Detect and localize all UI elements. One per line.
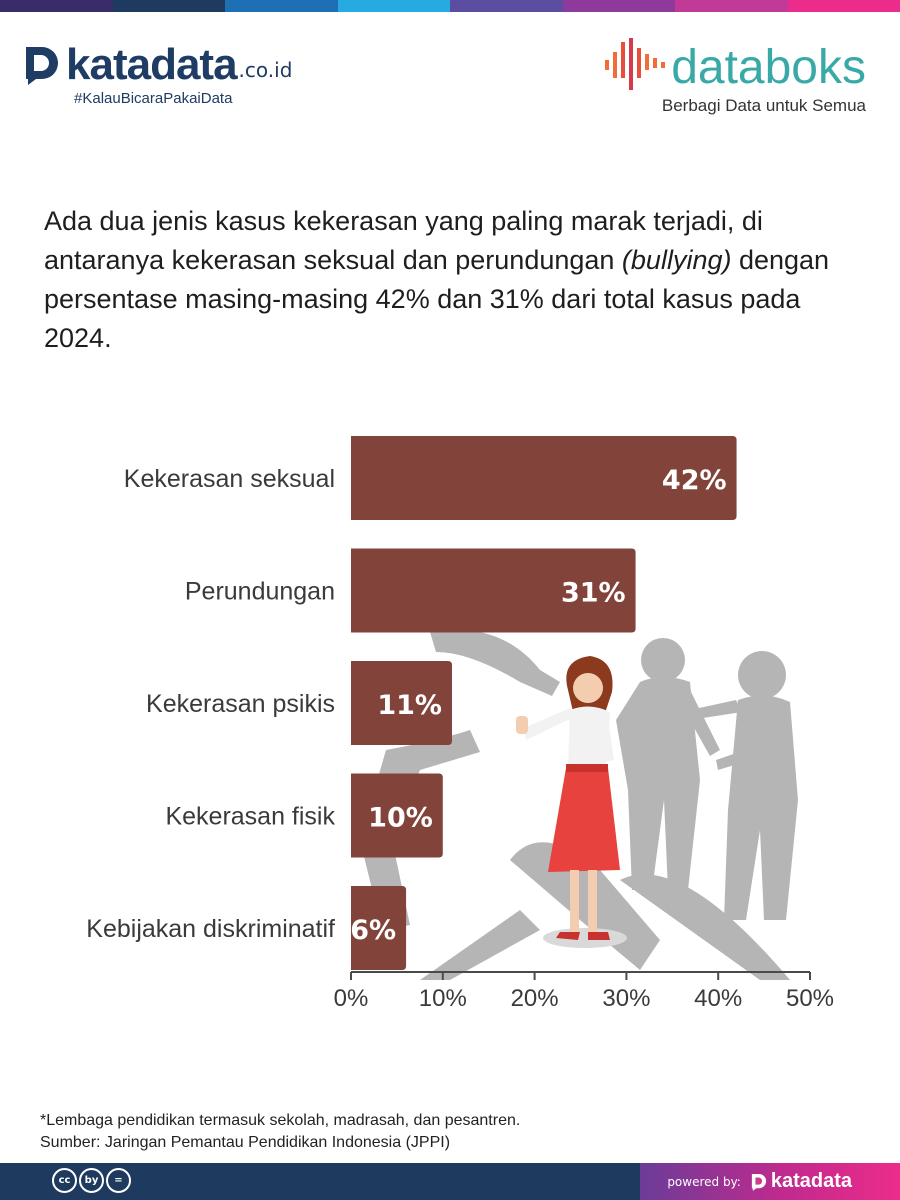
databoks-bars-icon bbox=[605, 38, 666, 90]
license-icons: cc by = bbox=[52, 1168, 131, 1193]
footnote: *Lembaga pendidikan termasuk sekolah, ma… bbox=[40, 1110, 860, 1154]
powered-by-label: powered by: bbox=[667, 1174, 741, 1189]
footer-bar: cc by = powered by: katadata bbox=[0, 1163, 900, 1200]
top-bar-segment bbox=[562, 0, 675, 12]
x-tick-label: 20% bbox=[511, 985, 559, 1012]
bar bbox=[351, 548, 636, 633]
katadata-logo: katadata .co.id #KalauBicaraPakaiData bbox=[24, 40, 292, 107]
headline: Ada dua jenis kasus kekerasan yang palin… bbox=[44, 202, 864, 358]
source-citation: Sumber: Jaringan Pemantau Pendidikan Ind… bbox=[40, 1134, 451, 1151]
bar bbox=[351, 436, 737, 520]
top-bar-segment bbox=[0, 0, 113, 12]
x-tick-label: 0% bbox=[334, 985, 369, 1012]
category-label: Kekerasan seksual bbox=[124, 465, 335, 493]
top-bar-segment bbox=[450, 0, 563, 12]
top-bar-segment bbox=[225, 0, 338, 12]
attribution-icon: by bbox=[79, 1168, 104, 1193]
bullying-illustration: Kekerasan seksual 42% Perundungan 31% Kekera… bbox=[86, 436, 834, 1012]
bar-value-label: 31% bbox=[561, 578, 626, 609]
x-tick-label: 10% bbox=[419, 985, 467, 1012]
category-label: Kekerasan psikis bbox=[146, 690, 335, 718]
databoks-tagline: Berbagi Data untuk Semua bbox=[661, 96, 866, 115]
bar-value-label: 11% bbox=[377, 690, 442, 721]
bar-chart: Kekerasan seksual 42% Perundungan 31% Kekera… bbox=[0, 420, 900, 1040]
top-bar-segment bbox=[675, 0, 788, 12]
headline-text-2: dengan persentase masing-masing 42% dan … bbox=[44, 245, 830, 353]
bar-value-label: 42% bbox=[662, 465, 727, 496]
top-bar-segment bbox=[337, 0, 450, 12]
x-tick-label: 40% bbox=[694, 985, 742, 1012]
no-derivatives-icon: = bbox=[106, 1168, 131, 1193]
headline-italic: (bullying) bbox=[621, 245, 732, 275]
cc-icon: cc bbox=[52, 1168, 77, 1193]
katadata-d-icon bbox=[751, 1173, 766, 1191]
databoks-wordmark: databoks bbox=[671, 41, 866, 94]
bar bbox=[351, 886, 407, 970]
bar-value-label: 6% bbox=[350, 915, 396, 946]
x-tick-label: 50% bbox=[786, 985, 834, 1012]
bar-value-label: 10% bbox=[368, 803, 433, 834]
footnote-note: *Lembaga pendidikan termasuk sekolah, ma… bbox=[40, 1112, 521, 1129]
top-bar-segment bbox=[112, 0, 225, 12]
category-label: Kekerasan fisik bbox=[165, 803, 335, 831]
bar bbox=[351, 661, 452, 745]
category-label: Kebijakan diskriminatif bbox=[86, 915, 335, 943]
databoks-logo: databoks Berbagi Data untuk Semua bbox=[603, 36, 866, 116]
headline-text-1: Ada dua jenis kasus kekerasan yang palin… bbox=[44, 206, 763, 275]
top-bar-segment bbox=[787, 0, 900, 12]
powered-by-brand: katadata bbox=[770, 1170, 852, 1192]
katadata-d-icon bbox=[26, 47, 58, 85]
top-color-bar bbox=[0, 0, 900, 12]
bar bbox=[351, 773, 443, 858]
katadata-tld: .co.id bbox=[238, 58, 293, 82]
x-tick-label: 30% bbox=[602, 985, 650, 1012]
katadata-tagline: #KalauBicaraPakaiData bbox=[74, 90, 233, 107]
katadata-wordmark: katadata bbox=[66, 40, 238, 89]
category-label: Perundungan bbox=[185, 578, 335, 606]
powered-by-badge: powered by: katadata bbox=[640, 1163, 900, 1200]
